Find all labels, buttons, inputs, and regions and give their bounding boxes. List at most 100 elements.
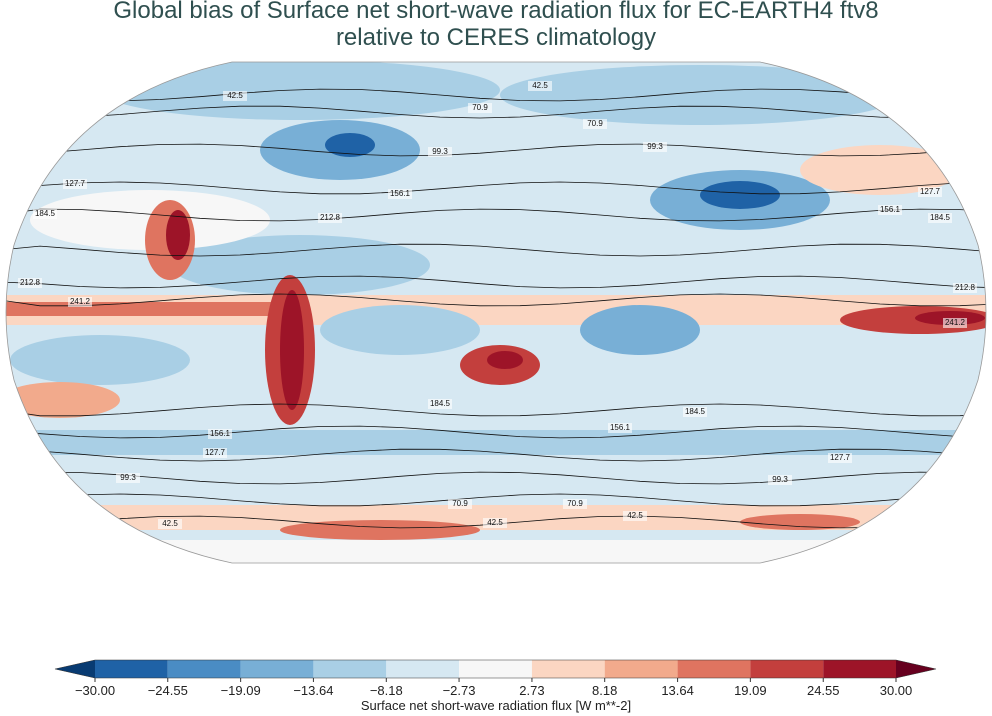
colorbar-segment — [386, 660, 460, 678]
contour-label-bg — [388, 189, 412, 199]
contour-line — [6, 208, 986, 222]
contour-label-bg — [563, 499, 587, 509]
contour-label: 127.7 — [205, 448, 226, 457]
contour-line — [6, 293, 986, 307]
contour-line — [6, 403, 986, 417]
contour-label-bg — [18, 278, 42, 288]
colorbar-tick-label: −19.09 — [221, 683, 261, 698]
contour-label: 70.9 — [567, 499, 583, 508]
contour-label: 42.5 — [227, 91, 243, 100]
colorbar-segment — [823, 660, 896, 678]
contour-label: 70.9 — [452, 499, 468, 508]
bias-field — [6, 62, 986, 563]
contour-line — [6, 88, 986, 102]
contour-line — [6, 448, 986, 462]
title-line: relative to CERES climatology — [336, 24, 656, 51]
colorbar-segment — [240, 660, 314, 678]
colorbar-segment — [531, 660, 605, 678]
colorbar-segment — [313, 660, 387, 678]
contour-line — [6, 471, 986, 485]
contour-label: 42.5 — [532, 81, 548, 90]
contour-line — [6, 181, 986, 195]
colorbar: −30.00 −24.55 −19.09 −13.64 −8.18 −2.73 2.73 8.… — [54, 659, 937, 698]
contour-label-bg — [928, 213, 952, 223]
contour-label-bg — [223, 91, 247, 101]
colorbar-label: Surface net short-wave radiation flux [W… — [361, 698, 631, 713]
title-line: Global bias of Surface net short-wave ra… — [113, 0, 878, 24]
colorbar-segment — [750, 660, 824, 678]
contour-label-bg — [683, 407, 707, 417]
contour-label: 42.5 — [487, 518, 503, 527]
contour-label: 42.5 — [627, 511, 643, 520]
contour-label-bg — [878, 205, 902, 215]
contour-label-bg — [953, 283, 977, 293]
contour-label: 99.3 — [120, 473, 136, 482]
contour-label: 127.7 — [920, 187, 941, 196]
contour-label-bg — [608, 423, 632, 433]
contour-label-bg — [318, 213, 342, 223]
contour-label-bg — [428, 399, 452, 409]
contour-label-bg — [643, 142, 667, 152]
colorbar-tick-label: −30.00 — [75, 683, 115, 698]
contour-label-bg — [528, 81, 552, 91]
contour-label-bg — [583, 119, 607, 129]
contour-label: 184.5 — [685, 407, 706, 416]
colorbar-tick-label: −2.73 — [443, 683, 476, 698]
contour-label: 212.8 — [20, 278, 41, 287]
contour-label-bg — [943, 318, 967, 328]
colorbar-tick-label: −8.18 — [370, 683, 403, 698]
contour-label-bg — [158, 519, 182, 529]
contour-label-bg — [208, 429, 232, 439]
contour-label: 212.8 — [320, 213, 341, 222]
contour-label: 70.9 — [587, 119, 603, 128]
colorbar-tick-label: −24.55 — [148, 683, 188, 698]
contour-label: 156.1 — [390, 189, 411, 198]
contour-label: 241.2 — [945, 318, 966, 327]
contour-label-bg — [918, 187, 942, 197]
contour-label-bg — [428, 147, 452, 157]
contour-label: 127.7 — [830, 453, 851, 462]
colorbar-segment — [459, 660, 532, 678]
contour-label: 99.3 — [647, 142, 663, 151]
colorbar-segment — [677, 660, 751, 678]
colorbar-tick-label: 13.64 — [661, 683, 694, 698]
contour-line — [6, 105, 986, 119]
contour-line — [6, 275, 986, 289]
map-frame — [5, 61, 987, 564]
colorbar-extend-over — [896, 660, 936, 678]
colorbar-segment — [604, 660, 678, 678]
contour-label-bg — [116, 473, 140, 483]
contour-label: 99.3 — [432, 147, 448, 156]
contour-label: 184.5 — [930, 213, 951, 222]
contour-line — [6, 425, 986, 439]
contour-label-bg — [33, 209, 57, 219]
contour-label-bg — [63, 179, 87, 189]
colorbar-tick-label: 30.00 — [880, 683, 913, 698]
contour-label-bg — [448, 499, 472, 509]
contour-label: 212.8 — [955, 283, 976, 292]
contour-label: 70.9 — [472, 103, 488, 112]
contour-label-bg — [68, 297, 92, 307]
contour-label: 184.5 — [35, 209, 56, 218]
contour-line — [6, 243, 986, 257]
contour-label-bg — [203, 448, 227, 458]
contour-label: 156.1 — [210, 429, 231, 438]
colorbar-tick-label: 24.55 — [807, 683, 840, 698]
contour-label-bg — [468, 103, 492, 113]
colorbar-segment — [95, 660, 168, 678]
contour-label: 127.7 — [65, 179, 86, 188]
contour-line — [6, 143, 986, 157]
contour-label: 99.3 — [772, 475, 788, 484]
contour-label: 184.5 — [430, 399, 451, 408]
colorbar-tick-label: 2.73 — [519, 683, 544, 698]
contour-label-bg — [483, 518, 507, 528]
colorbar-segment — [167, 660, 241, 678]
contours: 42.5 42.5 42.5 42.5 42.5 70.9 70.9 70.9 70.9 99.3… — [6, 81, 986, 529]
map: 42.5 42.5 42.5 42.5 42.5 70.9 70.9 70.9 70.9 99.3… — [6, 62, 986, 563]
contour-line — [6, 493, 986, 507]
contour-label: 241.2 — [70, 297, 91, 306]
contour-label-bg — [828, 453, 852, 463]
colorbar-tick-label: 19.09 — [734, 683, 767, 698]
contour-label: 156.1 — [610, 423, 631, 432]
contour-label-bg — [768, 475, 792, 485]
